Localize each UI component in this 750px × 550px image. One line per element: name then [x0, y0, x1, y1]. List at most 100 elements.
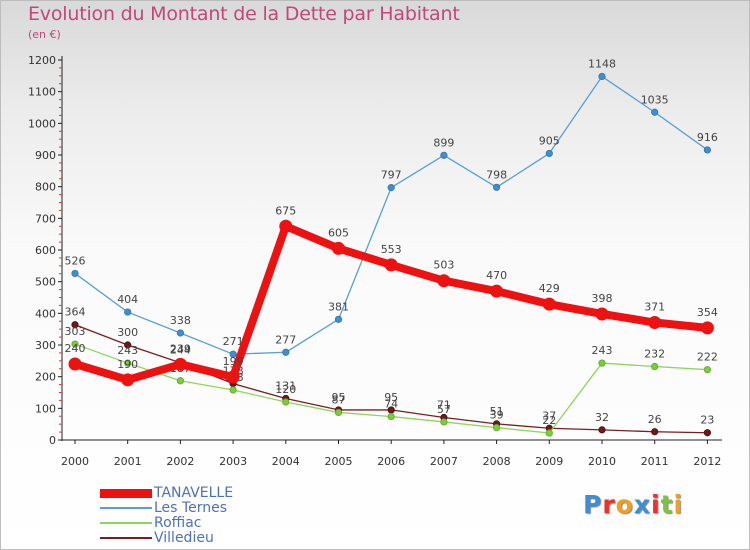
data-point — [71, 321, 79, 329]
data-point — [282, 348, 290, 356]
legend-label: TANAVELLE — [154, 485, 234, 501]
data-point — [703, 366, 712, 374]
data-label: 605 — [328, 226, 349, 239]
y-tick-label: 100 — [35, 402, 56, 415]
legend-item: TANAVELLE — [100, 485, 300, 501]
y-tick-label: 600 — [35, 244, 56, 257]
data-point — [229, 350, 237, 358]
data-point — [651, 428, 659, 436]
data-label: 232 — [644, 348, 665, 361]
data-label: 37 — [542, 409, 556, 422]
y-tick-label: 900 — [35, 149, 56, 162]
data-point — [492, 424, 501, 432]
data-label: 798 — [486, 168, 507, 181]
data-label: 71 — [437, 399, 451, 412]
data-point — [545, 149, 553, 158]
y-tick-label: 700 — [35, 212, 56, 225]
data-label: 244 — [170, 344, 191, 357]
x-tick-label: 2002 — [166, 455, 194, 468]
data-label: 243 — [117, 344, 138, 357]
data-point — [176, 329, 184, 337]
data-label: 470 — [486, 269, 507, 282]
x-tick-label: 2012 — [693, 455, 721, 468]
data-point — [651, 362, 659, 371]
y-tick-label: 400 — [35, 307, 56, 320]
data-label: 1148 — [588, 57, 616, 70]
data-label: 51 — [490, 405, 504, 418]
data-label: 277 — [275, 333, 296, 346]
data-label: 120 — [275, 383, 296, 396]
data-point — [68, 357, 82, 371]
x-tick-label: 2007 — [430, 455, 458, 468]
y-tick-label: 200 — [35, 371, 56, 384]
data-label: 300 — [117, 326, 138, 339]
x-tick-label: 2003 — [219, 455, 247, 468]
data-label: 271 — [223, 335, 244, 348]
data-point — [387, 412, 395, 421]
chart-subtitle: (en €) — [28, 28, 61, 41]
legend-swatch — [100, 537, 152, 539]
data-point — [648, 316, 662, 330]
y-tick-label: 300 — [35, 339, 56, 352]
data-point — [542, 297, 556, 311]
data-point — [282, 398, 290, 406]
logo-letter: P — [583, 490, 603, 519]
data-label: 222 — [697, 351, 718, 364]
data-label: 32 — [595, 411, 609, 424]
x-tick-label: 2010 — [588, 455, 616, 468]
data-label: 240 — [65, 342, 86, 355]
data-point — [229, 386, 237, 394]
data-label: 553 — [381, 243, 402, 256]
data-point — [332, 241, 345, 255]
data-point — [598, 72, 606, 81]
legend-swatch — [100, 522, 152, 524]
data-label: 303 — [65, 325, 86, 338]
data-point — [384, 258, 398, 272]
logo-letter: r — [602, 490, 616, 519]
data-label: 398 — [592, 292, 613, 305]
data-label: 526 — [65, 254, 86, 267]
data-label: 74 — [384, 398, 398, 411]
data-label: 404 — [117, 293, 138, 306]
data-label: 239 — [170, 342, 191, 355]
data-label: 916 — [697, 131, 718, 144]
data-label: 905 — [539, 134, 560, 147]
logo-letter: x — [633, 490, 651, 519]
data-point — [437, 274, 451, 288]
legend-label: Roffiac — [154, 515, 202, 531]
data-label: 57 — [437, 403, 451, 416]
data-point — [492, 183, 501, 191]
logo-letter: i — [651, 490, 661, 519]
data-label: 190 — [117, 358, 138, 371]
data-label: 354 — [697, 306, 718, 319]
data-label: 243 — [592, 344, 613, 357]
data-label: 1035 — [641, 93, 669, 106]
y-tick-label: 1200 — [28, 54, 56, 67]
data-point — [124, 308, 132, 316]
data-point — [651, 108, 659, 116]
data-label: 87 — [332, 393, 346, 406]
data-point — [71, 340, 79, 348]
data-point — [334, 408, 343, 417]
data-point — [598, 359, 606, 367]
x-tick-label: 2011 — [641, 455, 669, 468]
data-point — [176, 377, 184, 385]
x-tick-label: 2006 — [377, 455, 405, 468]
data-point — [545, 429, 553, 437]
x-tick-label: 2005 — [325, 455, 353, 468]
legend-item: Roffiac — [100, 515, 300, 531]
y-tick-label: 1000 — [28, 117, 56, 130]
x-tick-label: 2001 — [114, 455, 142, 468]
data-label: 338 — [170, 314, 191, 327]
data-label: 131 — [275, 380, 296, 393]
data-label: 371 — [644, 301, 665, 314]
data-point — [700, 321, 714, 335]
legend-item: Villedieu — [100, 530, 300, 546]
data-label: 503 — [433, 259, 454, 272]
proxiti-logo: Proxiti — [583, 490, 683, 519]
data-label: 381 — [328, 300, 349, 313]
logo-letter: i — [673, 490, 684, 519]
y-tick-label: 800 — [35, 181, 56, 194]
legend-label: Villedieu — [154, 530, 214, 546]
data-point — [490, 284, 504, 298]
